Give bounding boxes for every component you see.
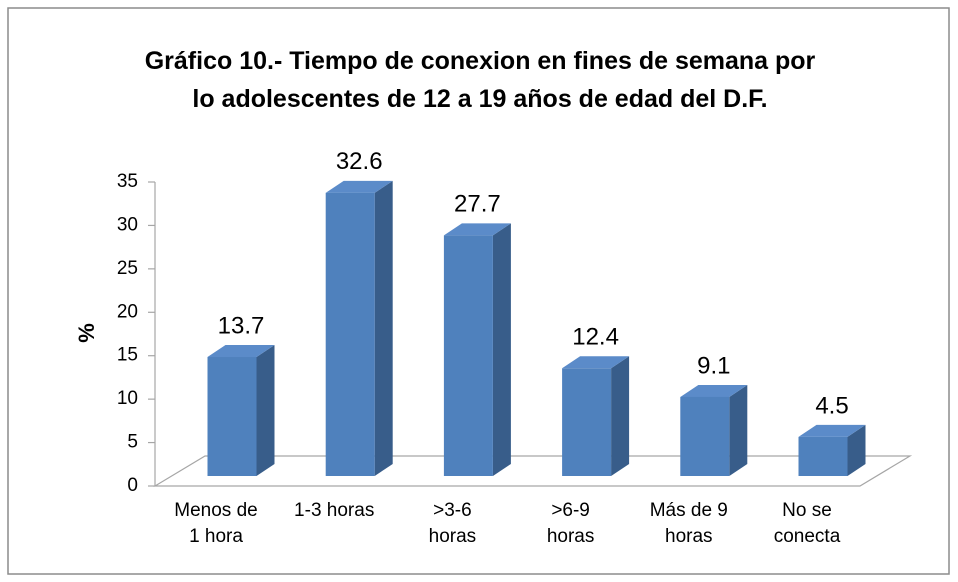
bar-top	[207, 345, 275, 358]
bar-top	[680, 384, 748, 397]
y-tick-label: 25	[117, 258, 138, 279]
y-tick-label: 5	[127, 432, 138, 453]
bar-side	[729, 384, 748, 476]
y-axis-label: %	[74, 323, 99, 343]
x-tick-label-box: >6-9 horas	[546, 500, 595, 547]
bar	[207, 357, 257, 476]
bar	[325, 192, 375, 477]
bar-top	[325, 180, 393, 193]
x-tick-label-box: Más de 9 horas	[649, 500, 728, 547]
bar	[680, 396, 730, 476]
bar-side	[847, 424, 866, 476]
data-label: 9.1	[697, 352, 730, 379]
x-tick-label: No se conecta	[773, 500, 841, 547]
y-tick-label: 10	[117, 388, 138, 409]
floor	[152, 455, 913, 487]
data-label: 13.7	[218, 312, 265, 339]
bar	[443, 235, 493, 476]
x-tick-label-box: No se conecta	[773, 500, 841, 547]
x-tick-label-box: >3-6 horas	[428, 500, 477, 547]
bar-top	[562, 356, 630, 369]
x-tick-label: Más de 9 horas	[649, 500, 728, 547]
x-tick-label-box: Menos de 1 hora	[174, 500, 258, 547]
y-tick-label: 20	[117, 301, 138, 322]
y-tick-label: 30	[117, 214, 138, 235]
bar-side	[492, 223, 511, 476]
data-label: 27.7	[454, 191, 501, 218]
x-tick-label: Menos de 1 hora	[174, 500, 258, 547]
bar-top	[443, 223, 511, 236]
data-label: 12.4	[572, 324, 619, 351]
y-tick-label: 0	[127, 475, 138, 496]
data-label: 32.6	[336, 148, 383, 175]
bar	[798, 436, 848, 476]
bar-side	[611, 356, 630, 476]
bar	[562, 368, 612, 476]
y-tick-label: 35	[117, 171, 138, 192]
x-tick-label: >3-6 horas	[428, 500, 477, 547]
x-tick-label: >6-9 horas	[546, 500, 595, 547]
chart-title: Gráfico 10.- Tiempo de conexion en fines…	[145, 47, 816, 113]
bar-side	[374, 180, 393, 477]
x-tick-label: 1-3 horas	[294, 500, 375, 521]
bar-side	[256, 345, 275, 476]
x-tick-label-box: 1-3 horas	[294, 500, 375, 521]
y-tick-label: 15	[117, 345, 138, 366]
data-label: 4.5	[815, 392, 848, 419]
bar-top	[798, 424, 866, 437]
